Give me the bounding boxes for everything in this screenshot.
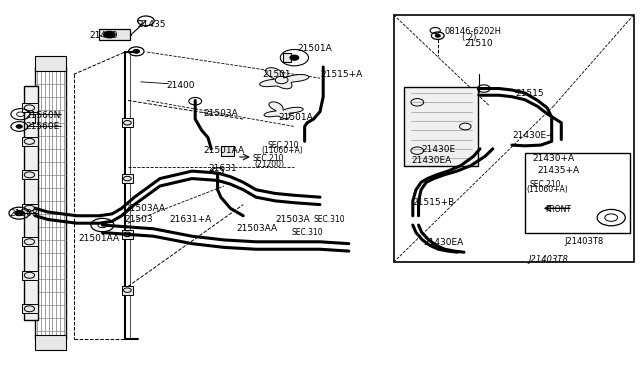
- Bar: [122, 118, 133, 127]
- Text: 08146-6202H: 08146-6202H: [445, 27, 502, 36]
- Bar: [22, 103, 38, 112]
- Bar: [22, 237, 38, 246]
- Text: 21508: 21508: [9, 209, 38, 218]
- Circle shape: [133, 49, 140, 53]
- Bar: [22, 271, 38, 280]
- Text: SEC.210: SEC.210: [253, 154, 284, 163]
- Text: (21200): (21200): [255, 160, 285, 169]
- Text: 21430: 21430: [90, 31, 118, 40]
- Text: 21430E: 21430E: [421, 145, 455, 154]
- Text: 21501A: 21501A: [298, 44, 332, 53]
- Text: 21515+A: 21515+A: [320, 70, 362, 79]
- Circle shape: [435, 34, 440, 37]
- Text: FRONT: FRONT: [545, 205, 572, 214]
- Bar: [35, 335, 66, 350]
- Text: J21403T8: J21403T8: [564, 237, 604, 246]
- Text: (11060+A): (11060+A): [526, 185, 568, 194]
- Text: ( 2): ( 2): [462, 33, 476, 42]
- Circle shape: [15, 211, 24, 216]
- Bar: [122, 174, 133, 183]
- Text: 21430EA: 21430EA: [412, 156, 452, 165]
- Bar: [525, 153, 630, 232]
- Bar: [221, 146, 234, 156]
- Text: 21435+A: 21435+A: [538, 166, 580, 174]
- Text: 21501A: 21501A: [278, 113, 313, 122]
- Bar: [22, 204, 38, 213]
- Bar: [22, 137, 38, 146]
- Text: 21435: 21435: [138, 20, 166, 29]
- Circle shape: [290, 55, 299, 60]
- Text: 21501AA: 21501AA: [78, 234, 119, 243]
- Circle shape: [16, 125, 22, 128]
- Bar: [394, 15, 634, 262]
- Text: 21503A: 21503A: [275, 215, 310, 224]
- Text: 21503AA: 21503AA: [125, 204, 166, 213]
- Bar: [283, 53, 291, 62]
- Text: 21631: 21631: [208, 164, 237, 173]
- Text: 21560N: 21560N: [26, 111, 61, 120]
- Text: 21560E: 21560E: [26, 122, 60, 131]
- Text: 21501: 21501: [262, 70, 291, 79]
- Text: 21503: 21503: [125, 215, 154, 224]
- Text: 21503AA: 21503AA: [237, 224, 278, 233]
- Polygon shape: [264, 102, 303, 119]
- Text: 21501AA: 21501AA: [203, 146, 244, 155]
- Bar: [122, 286, 133, 295]
- Text: 21510: 21510: [465, 39, 493, 48]
- Text: SEC.210: SEC.210: [530, 180, 561, 189]
- Text: 21515: 21515: [515, 89, 544, 98]
- Text: 21430EA: 21430EA: [424, 238, 464, 247]
- Bar: [122, 230, 133, 239]
- Bar: [99, 29, 130, 40]
- Text: SEC.310: SEC.310: [291, 228, 323, 237]
- Bar: [24, 86, 38, 320]
- Bar: [35, 67, 66, 339]
- Text: 21515+B: 21515+B: [413, 198, 455, 207]
- Text: SEC.210: SEC.210: [268, 141, 299, 150]
- Polygon shape: [260, 68, 309, 89]
- Bar: [22, 170, 38, 179]
- Text: J21403T8: J21403T8: [529, 255, 568, 264]
- Text: 21503A: 21503A: [204, 109, 238, 118]
- Text: 21430E–: 21430E–: [512, 131, 550, 140]
- Bar: [22, 304, 38, 313]
- Text: SEC.310: SEC.310: [314, 215, 345, 224]
- Text: 21430+A: 21430+A: [532, 154, 575, 163]
- Text: 21400: 21400: [166, 81, 195, 90]
- Bar: [404, 87, 478, 166]
- Text: (11060+A): (11060+A): [261, 146, 303, 155]
- Circle shape: [104, 31, 115, 38]
- Bar: [35, 56, 66, 71]
- Text: 21631+A: 21631+A: [170, 215, 212, 224]
